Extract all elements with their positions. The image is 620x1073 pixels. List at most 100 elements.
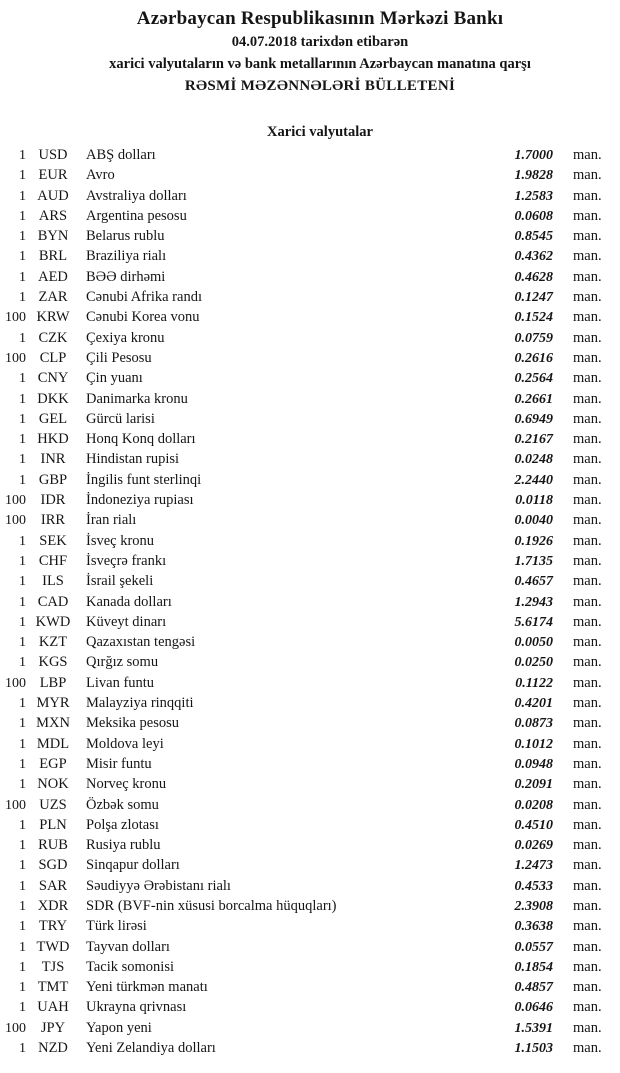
- currency-name: Avstraliya dolları: [86, 187, 187, 204]
- amount-value: 100: [5, 493, 26, 509]
- currency-code: UAH: [37, 999, 69, 1016]
- currency-name: Çexiya kronu: [86, 329, 165, 346]
- amount-value: 1: [19, 1041, 26, 1057]
- currency-row: 1 CNY Çin yuanı 0.2564 man.: [0, 368, 620, 388]
- amount-value: 1: [19, 838, 26, 854]
- currency-name: Rusiya rublu: [86, 837, 161, 854]
- currency-row: 1 RUB Rusiya rublu 0.0269 man.: [0, 835, 620, 855]
- amount-value: 1: [19, 553, 26, 569]
- amount-value: 1: [19, 391, 26, 407]
- currency-code: PLN: [39, 816, 67, 833]
- unit-label: man.: [573, 735, 602, 752]
- currency-name: ABŞ dolları: [86, 147, 156, 163]
- currency-name: Argentina pesosu: [86, 207, 187, 224]
- currency-code: CHF: [38, 552, 68, 569]
- currency-name: BƏƏ dirhəmi: [86, 268, 166, 285]
- exchange-rate: 1.9828: [514, 168, 554, 184]
- currency-name: Hindistan rupisi: [86, 451, 180, 468]
- amount-value: 1: [19, 858, 26, 874]
- exchange-rate: 0.1122: [515, 675, 553, 691]
- unit-label: man.: [573, 877, 602, 894]
- amount-value: 1: [19, 614, 26, 630]
- currency-code: CAD: [37, 593, 69, 610]
- currency-code: KGS: [38, 654, 68, 671]
- amount-value: 1: [19, 330, 26, 346]
- amount-value: 100: [5, 350, 26, 366]
- exchange-rate: 0.0248: [514, 452, 554, 468]
- currency-row: 1 ARS Argentina pesosu 0.0608 man.: [0, 206, 620, 226]
- currency-code: NZD: [38, 1040, 68, 1057]
- currency-code: CLP: [39, 349, 67, 366]
- exchange-rate: 0.4201: [514, 696, 554, 712]
- exchange-rate: 0.1524: [514, 310, 554, 326]
- exchange-rate: 0.1247: [514, 290, 554, 306]
- exchange-rate: 0.0269: [514, 838, 554, 854]
- currency-code: GEL: [38, 410, 68, 427]
- currency-row: 1 EUR Avro 1.9828 man.: [0, 165, 620, 185]
- currency-code: JPY: [40, 1019, 66, 1036]
- currency-code: SEK: [39, 532, 67, 549]
- currency-code: IDR: [40, 492, 66, 509]
- amount-value: 1: [19, 148, 26, 163]
- currency-row: 1 SEK İsveç kronu 0.1926 man.: [0, 531, 620, 551]
- amount-value: 100: [5, 310, 26, 326]
- unit-label: man.: [573, 837, 602, 854]
- bulletin-title: RƏSMİ MƏZƏNNƏLƏRİ BÜLLETENİ: [184, 78, 456, 94]
- currency-code: MXN: [36, 715, 70, 732]
- currency-code: BYN: [37, 228, 69, 245]
- unit-label: man.: [573, 329, 602, 346]
- exchange-rate: 0.1012: [514, 736, 554, 752]
- currency-name: Malayziya rinqqiti: [86, 695, 194, 712]
- currency-code: DKK: [37, 390, 69, 407]
- unit-label: man.: [573, 512, 602, 529]
- currency-row: 1 CAD Kanada dolları 1.2943 man.: [0, 592, 620, 612]
- currency-row: 1 KGS Qırğız somu 0.0250 man.: [0, 652, 620, 672]
- exchange-rate: 0.4857: [514, 980, 554, 996]
- currency-row: 1 KWD Küveyt dinarı 5.6174 man.: [0, 612, 620, 632]
- currency-code: NOK: [37, 776, 69, 793]
- currency-code: RUB: [38, 837, 68, 854]
- currency-name: Belarus rublu: [86, 228, 165, 245]
- unit-label: man.: [573, 431, 602, 448]
- amount-value: 1: [19, 168, 26, 184]
- unit-label: man.: [573, 451, 602, 468]
- currency-code: AUD: [37, 187, 69, 204]
- exchange-rate: 1.5391: [514, 1020, 554, 1036]
- currency-row: 100 UZS Özbək somu 0.0208 man.: [0, 795, 620, 815]
- amount-value: 100: [5, 1020, 26, 1036]
- unit-label: man.: [573, 532, 602, 549]
- amount-value: 1: [19, 208, 26, 224]
- unit-label: man.: [573, 207, 602, 224]
- amount-value: 1: [19, 878, 26, 894]
- exchange-rate: 0.1854: [514, 959, 554, 975]
- currency-row: 1 NZD Yeni Zelandiya dolları 1.1503 man.: [0, 1038, 620, 1058]
- exchange-rate: 0.3638: [514, 919, 554, 935]
- amount-value: 1: [19, 1000, 26, 1016]
- currency-row: 1 PLN Polşa zlotası 0.4510 man.: [0, 815, 620, 835]
- currency-code: TJS: [41, 958, 65, 975]
- currency-name: Meksika pesosu: [86, 715, 180, 732]
- amount-value: 1: [19, 959, 26, 975]
- currency-name: İngilis funt sterlinqi: [86, 471, 202, 488]
- currency-name: Polşa zlotası: [86, 816, 159, 833]
- currency-name: Moldova leyi: [86, 735, 164, 752]
- amount-value: 100: [5, 675, 26, 691]
- exchange-rate: 0.0557: [514, 939, 554, 955]
- currency-row: 1 AUD Avstraliya dolları 1.2583 man.: [0, 186, 620, 206]
- currency-name: Qırğız somu: [86, 654, 159, 671]
- currency-row: 1 MXN Meksika pesosu 0.0873 man.: [0, 713, 620, 733]
- exchange-rate: 1.1503: [514, 1041, 554, 1057]
- currency-code: TWD: [36, 938, 70, 955]
- unit-label: man.: [573, 755, 602, 772]
- exchange-rate: 0.0646: [514, 1000, 554, 1016]
- currency-name: Gürcü larisi: [86, 410, 155, 427]
- unit-label: man.: [573, 1019, 602, 1036]
- currency-name: Tacik somonisi: [86, 958, 174, 975]
- currency-name: Səudiyyə Ərəbistanı rialı: [86, 877, 231, 894]
- unit-label: man.: [573, 796, 602, 813]
- unit-label: man.: [573, 593, 602, 610]
- unit-label: man.: [573, 228, 602, 245]
- currency-code: KRW: [36, 309, 70, 326]
- currency-name: Yapon yeni: [86, 1019, 152, 1036]
